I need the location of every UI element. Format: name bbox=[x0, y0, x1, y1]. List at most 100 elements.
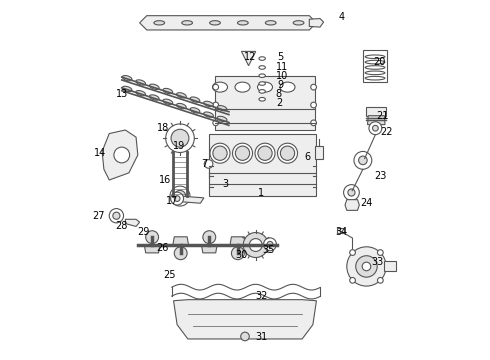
Text: 3: 3 bbox=[222, 179, 228, 189]
Ellipse shape bbox=[154, 21, 165, 25]
Text: 17: 17 bbox=[166, 197, 178, 206]
Circle shape bbox=[280, 146, 294, 160]
Circle shape bbox=[146, 231, 159, 244]
Bar bbox=[209, 134, 317, 196]
Text: 16: 16 bbox=[158, 175, 171, 185]
Circle shape bbox=[347, 247, 386, 286]
Circle shape bbox=[241, 332, 249, 341]
Circle shape bbox=[243, 233, 268, 257]
Circle shape bbox=[171, 192, 184, 205]
Polygon shape bbox=[140, 16, 317, 30]
Text: 13: 13 bbox=[116, 89, 128, 99]
Ellipse shape bbox=[136, 90, 146, 96]
Circle shape bbox=[311, 84, 317, 90]
Circle shape bbox=[264, 238, 276, 251]
Ellipse shape bbox=[213, 82, 227, 92]
Ellipse shape bbox=[259, 82, 266, 85]
Bar bbox=[337, 228, 344, 233]
Bar bbox=[215, 76, 315, 130]
Circle shape bbox=[210, 143, 230, 163]
Circle shape bbox=[109, 208, 123, 223]
Polygon shape bbox=[102, 130, 138, 180]
Text: 33: 33 bbox=[371, 257, 383, 267]
Circle shape bbox=[174, 196, 180, 202]
Circle shape bbox=[356, 256, 377, 277]
Ellipse shape bbox=[190, 97, 200, 102]
Text: 11: 11 bbox=[276, 63, 289, 72]
Ellipse shape bbox=[204, 112, 213, 117]
Polygon shape bbox=[173, 237, 189, 245]
Text: 27: 27 bbox=[92, 211, 105, 221]
Circle shape bbox=[311, 102, 317, 108]
Ellipse shape bbox=[258, 82, 272, 92]
Text: 5: 5 bbox=[278, 52, 284, 62]
Circle shape bbox=[362, 262, 371, 271]
Text: 14: 14 bbox=[94, 148, 106, 158]
Circle shape bbox=[203, 231, 216, 244]
Ellipse shape bbox=[122, 86, 132, 91]
Text: 21: 21 bbox=[376, 111, 389, 121]
Text: 23: 23 bbox=[374, 171, 387, 181]
Ellipse shape bbox=[176, 103, 186, 109]
Circle shape bbox=[369, 122, 382, 135]
Circle shape bbox=[377, 250, 383, 255]
Circle shape bbox=[249, 239, 262, 251]
Text: 1: 1 bbox=[258, 188, 264, 198]
Circle shape bbox=[359, 156, 367, 165]
Circle shape bbox=[113, 212, 120, 219]
Text: 6: 6 bbox=[304, 152, 311, 162]
Ellipse shape bbox=[122, 76, 132, 81]
Text: 29: 29 bbox=[137, 227, 149, 237]
Circle shape bbox=[258, 146, 272, 160]
Text: 28: 28 bbox=[116, 221, 128, 231]
Circle shape bbox=[213, 120, 219, 126]
Text: 4: 4 bbox=[339, 13, 344, 22]
Circle shape bbox=[213, 102, 219, 108]
Polygon shape bbox=[177, 196, 204, 203]
Text: 10: 10 bbox=[276, 71, 289, 81]
Ellipse shape bbox=[217, 105, 227, 111]
Ellipse shape bbox=[190, 108, 200, 113]
Ellipse shape bbox=[259, 66, 266, 69]
Ellipse shape bbox=[259, 90, 266, 93]
Circle shape bbox=[350, 278, 355, 283]
Ellipse shape bbox=[210, 21, 220, 25]
Ellipse shape bbox=[293, 21, 304, 25]
Ellipse shape bbox=[259, 74, 266, 77]
Text: 24: 24 bbox=[360, 198, 372, 208]
Ellipse shape bbox=[149, 95, 159, 100]
Ellipse shape bbox=[163, 89, 172, 94]
Text: 31: 31 bbox=[255, 332, 267, 342]
Text: 32: 32 bbox=[255, 291, 267, 301]
Ellipse shape bbox=[259, 57, 266, 60]
Circle shape bbox=[171, 129, 189, 147]
Ellipse shape bbox=[176, 93, 186, 98]
Text: 30: 30 bbox=[235, 250, 247, 260]
Ellipse shape bbox=[238, 21, 248, 25]
Circle shape bbox=[114, 147, 130, 163]
Circle shape bbox=[235, 146, 249, 160]
Circle shape bbox=[174, 247, 187, 260]
Text: 19: 19 bbox=[173, 141, 185, 151]
Polygon shape bbox=[368, 116, 385, 125]
Ellipse shape bbox=[259, 98, 266, 101]
Ellipse shape bbox=[235, 82, 250, 92]
Polygon shape bbox=[144, 245, 160, 253]
Circle shape bbox=[277, 143, 297, 163]
Text: 25: 25 bbox=[164, 270, 176, 280]
Polygon shape bbox=[309, 18, 323, 27]
Text: 20: 20 bbox=[373, 57, 385, 67]
Polygon shape bbox=[230, 237, 245, 245]
Text: 34: 34 bbox=[335, 227, 347, 237]
Ellipse shape bbox=[217, 116, 227, 122]
Circle shape bbox=[311, 120, 317, 126]
Circle shape bbox=[231, 247, 245, 260]
Circle shape bbox=[204, 159, 213, 168]
Ellipse shape bbox=[149, 84, 159, 89]
Circle shape bbox=[343, 185, 359, 201]
Text: 22: 22 bbox=[380, 127, 392, 137]
Circle shape bbox=[372, 125, 378, 131]
Ellipse shape bbox=[182, 21, 193, 25]
Polygon shape bbox=[173, 300, 317, 339]
Circle shape bbox=[267, 242, 273, 247]
